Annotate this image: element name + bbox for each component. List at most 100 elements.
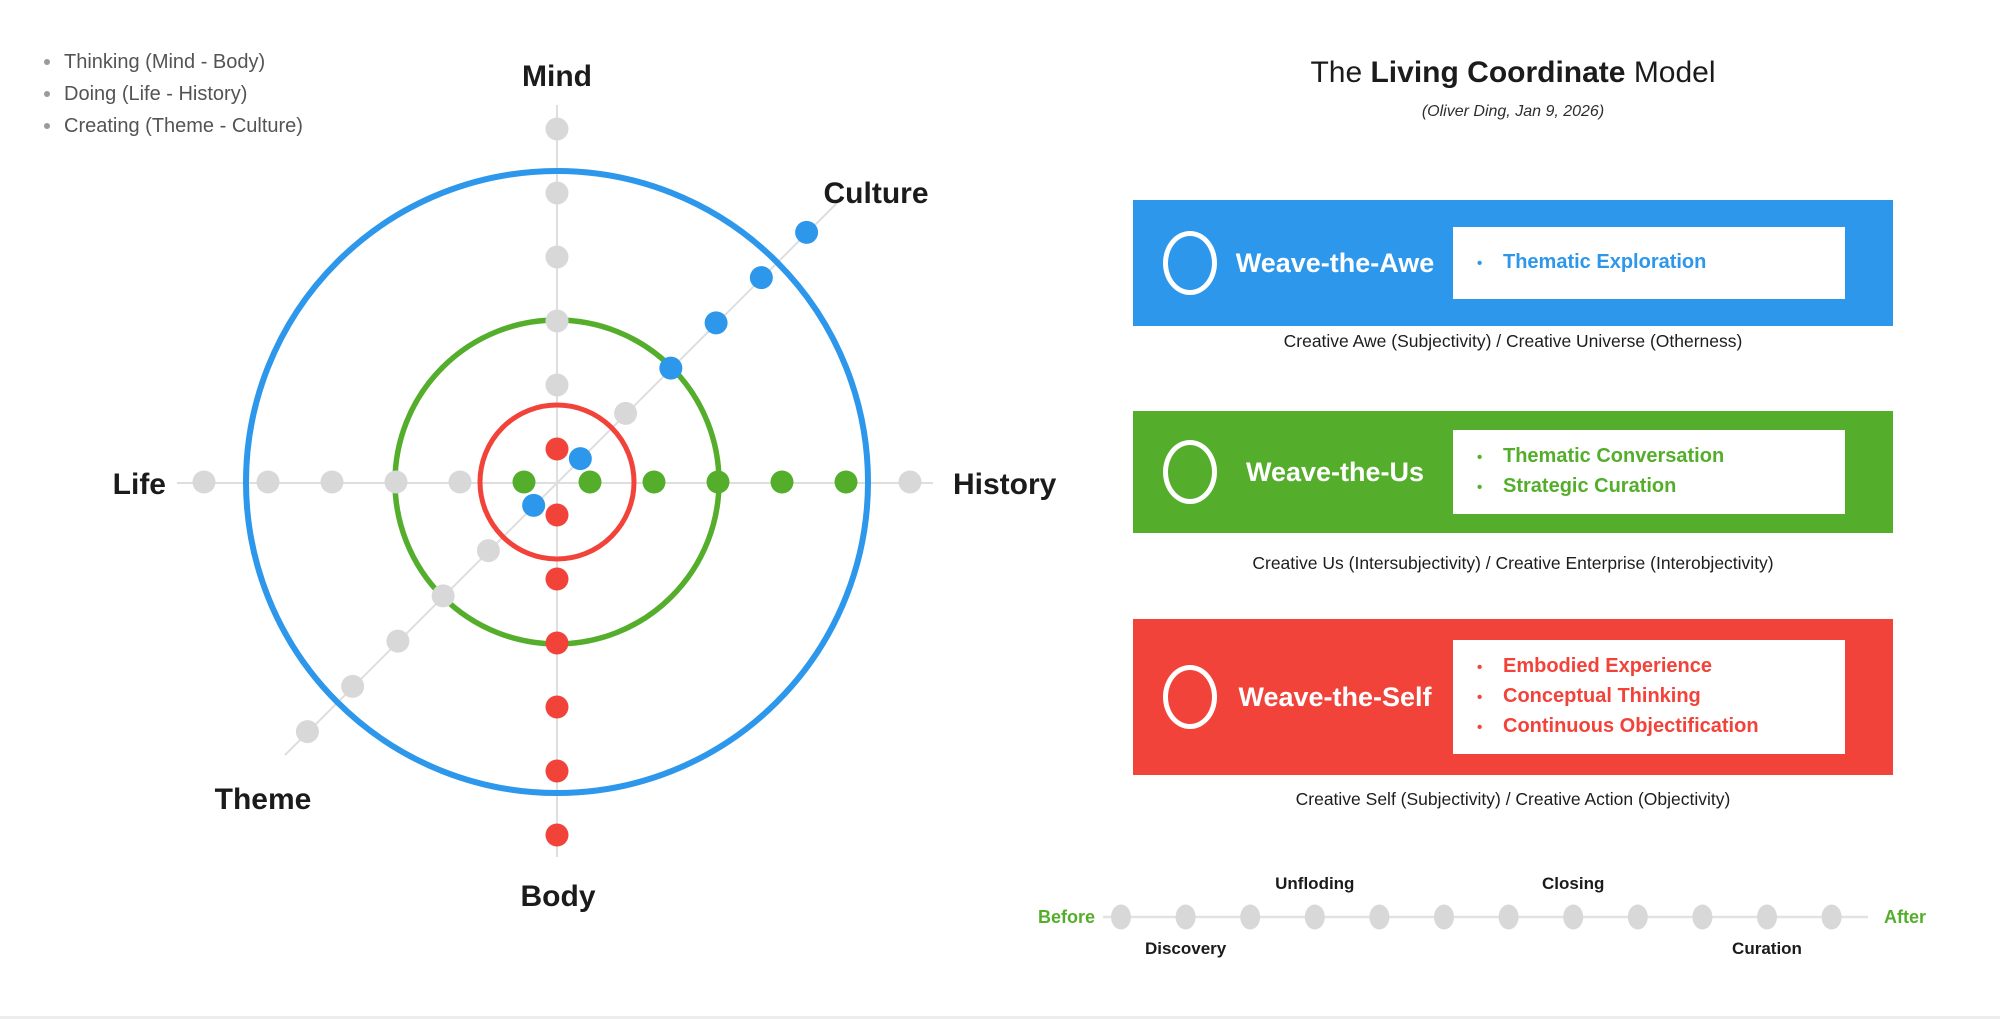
legend-item-label: Thinking (Mind - Body): [64, 50, 266, 73]
plot-dot-life-1: [448, 470, 472, 494]
coordinate-plot: Mind Culture Life History Theme Body: [113, 60, 1057, 913]
plot-dot-history-3: [770, 470, 794, 494]
legend-item: Doing (Life - History): [40, 78, 303, 110]
plot-dot-history-2: [706, 470, 730, 494]
plot-dot-life-0: [512, 470, 536, 494]
page-subtitle: (Oliver Ding, Jan 9, 2026): [1421, 103, 1605, 120]
timeline-stage-discovery: Discovery: [1145, 939, 1227, 958]
plot-dot-culture-4: [749, 266, 773, 290]
panel-items-box: • Thematic Exploration: [1453, 227, 1845, 299]
panel-item-label: Continuous Objectification: [1503, 715, 1759, 737]
plot-dot-theme-1: [476, 539, 500, 563]
timeline-after-label: After: [1884, 907, 1926, 927]
plot-dot-culture-1: [614, 401, 638, 425]
panel-item-label: Strategic Curation: [1503, 475, 1677, 497]
page-title: The Living Coordinate Model: [1133, 56, 1893, 90]
legend-item: Thinking (Mind - Body): [40, 46, 303, 78]
timeline-dot-10: [1757, 904, 1777, 930]
plot-dot-body-2: [545, 631, 569, 655]
timeline-dot-5: [1434, 904, 1454, 930]
plot-dot-theme-0: [522, 493, 546, 517]
plot-dot-culture-0: [568, 447, 592, 471]
right-panel: The Living Coordinate Model (Oliver Ding…: [1133, 0, 1893, 1019]
legend-item-label: Doing (Life - History): [64, 82, 248, 105]
plot-dot-theme-5: [295, 720, 319, 744]
plot-dot-history-0: [578, 470, 602, 494]
timeline-stage-unfloding: Unfloding: [1275, 874, 1354, 893]
title-post: Model: [1625, 56, 1716, 89]
plot-dot-history-1: [642, 470, 666, 494]
plot-dot-body-4: [545, 759, 569, 783]
plot-dot-life-4: [256, 470, 280, 494]
plot-dot-theme-2: [431, 584, 455, 608]
panel-item-label: Conceptual Thinking: [1503, 685, 1701, 707]
bullet-icon: •: [1477, 449, 1483, 466]
bullet-icon: •: [1477, 689, 1483, 706]
plot-dot-history-4: [834, 470, 858, 494]
panel-items-box: • Embodied Experience • Conceptual Think…: [1453, 640, 1845, 754]
panel-weave-the-us: Weave-the-Us • Thematic Conversation • S…: [1133, 411, 1893, 533]
timeline-dot-0: [1111, 904, 1131, 930]
plot-dot-life-5: [192, 470, 216, 494]
panel-item-label: Thematic Exploration: [1503, 251, 1707, 273]
panel-caption: Creative Us (Intersubjectivity) / Creati…: [1252, 553, 1774, 573]
panel-weave-the-awe: Weave-the-Awe • Thematic Exploration: [1133, 200, 1893, 326]
timeline-stage-closing: Closing: [1542, 874, 1604, 893]
timeline-before-label: Before: [1038, 907, 1095, 927]
panel-caption: Creative Self (Subjectivity) / Creative …: [1295, 789, 1731, 809]
bullet-icon: [44, 123, 50, 129]
plot-dot-history-5: [898, 470, 922, 494]
timeline-dot-7: [1563, 904, 1584, 930]
panel-item: • Embodied Experience: [1477, 652, 1837, 682]
panel-item: • Conceptual Thinking: [1477, 682, 1837, 712]
legend-item-label: Creating (Theme - Culture): [64, 114, 303, 137]
panel-item: • Strategic Curation: [1477, 472, 1837, 502]
bullet-icon: •: [1477, 659, 1483, 676]
plot-dot-culture-3: [704, 311, 728, 335]
plot-dot-body-1: [545, 567, 569, 591]
bullet-icon: •: [1477, 255, 1483, 272]
process-timeline: Before After Unfloding Closing Discovery Cura…: [1038, 874, 1926, 958]
plot-dot-life-3: [320, 470, 344, 494]
plot-dot-body-5: [545, 823, 569, 847]
timeline-dot-2: [1240, 904, 1261, 930]
plot-dot-culture-2: [659, 356, 683, 380]
axis-label-life: Life: [113, 468, 166, 501]
panel-label: Weave-the-Self: [1238, 681, 1432, 712]
legend-list: Thinking (Mind - Body) Doing (Life - His…: [40, 46, 303, 142]
plot-dot-body-0: [545, 503, 569, 527]
legend-item: Creating (Theme - Culture): [40, 110, 303, 142]
timeline-dot-11: [1821, 904, 1842, 930]
plot-dot-mind-1: [545, 373, 569, 397]
ring-icon: [1163, 665, 1217, 729]
axis-label-mind: Mind: [522, 60, 592, 93]
panel-item: • Thematic Exploration: [1477, 248, 1837, 278]
panel-item-label: Embodied Experience: [1503, 655, 1712, 677]
timeline-stage-curation: Curation: [1732, 939, 1802, 958]
plot-dot-mind-4: [545, 181, 569, 205]
plot-dot-mind-3: [545, 245, 569, 269]
plot-dot-culture-5: [795, 220, 819, 244]
plot-dot-mind-2: [545, 309, 569, 333]
plot-dot-theme-4: [341, 674, 365, 698]
ring-icon: [1163, 440, 1217, 504]
red-ring: [477, 402, 637, 562]
timeline-dot-4: [1369, 904, 1390, 930]
panel-label: Weave-the-Us: [1245, 456, 1425, 487]
ring-icon: [1163, 231, 1217, 295]
bullet-icon: •: [1477, 719, 1483, 736]
timeline-dot-9: [1692, 904, 1713, 930]
plot-dot-mind-5: [545, 117, 569, 141]
title-bold: Living Coordinate: [1370, 56, 1626, 89]
timeline-dot-8: [1627, 904, 1648, 930]
plot-dot-theme-3: [386, 629, 410, 653]
bullet-icon: [44, 59, 50, 65]
panel-label: Weave-the-Awe: [1235, 247, 1435, 278]
timeline-dot-1: [1175, 904, 1196, 930]
plot-dot-body-3: [545, 695, 569, 719]
plot-dot-mind-0: [545, 437, 569, 461]
panel-weave-the-self: Weave-the-Self • Embodied Experience • C…: [1133, 619, 1893, 775]
timeline-dot-6: [1498, 904, 1519, 930]
axis-label-body: Body: [521, 880, 596, 913]
axis-label-culture: Culture: [824, 177, 929, 210]
